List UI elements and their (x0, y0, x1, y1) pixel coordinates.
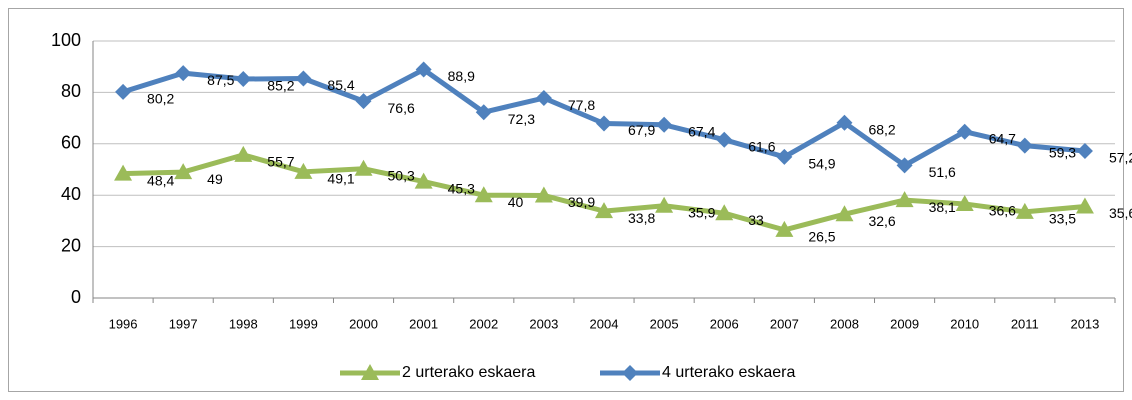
diamond-marker (175, 65, 192, 82)
data-label: 87,5 (207, 72, 234, 88)
triangle-marker (234, 145, 253, 162)
data-label: 68,2 (868, 121, 895, 137)
x-tick-label: 2010 (950, 316, 979, 331)
y-tick-label: 40 (61, 184, 81, 204)
diamond-marker (235, 71, 252, 88)
data-label: 35,6 (1109, 205, 1132, 221)
diamond-marker (535, 90, 552, 107)
diamond-marker (716, 131, 733, 148)
triangle-marker (414, 172, 433, 189)
x-tick-label: 2007 (770, 316, 799, 331)
diamond-marker (956, 123, 973, 140)
data-label: 33,5 (1049, 211, 1076, 227)
x-tick-label: 2004 (590, 316, 619, 331)
diamond-marker (415, 61, 432, 78)
y-tick-label: 100 (51, 30, 81, 50)
data-label: 80,2 (147, 91, 174, 107)
triangle-marker (1075, 197, 1094, 214)
legend-label: 4 urterako eskaera (662, 364, 796, 381)
data-label: 33,8 (628, 210, 655, 226)
data-label: 55,7 (267, 154, 294, 170)
triangle-marker (595, 202, 613, 219)
data-label: 57,2 (1109, 150, 1132, 166)
x-tick-label: 2003 (529, 316, 558, 331)
data-label: 64,7 (989, 130, 1016, 146)
triangle-marker (955, 194, 974, 211)
data-label: 33 (748, 212, 764, 228)
triangle-marker (354, 159, 373, 176)
data-label: 45,3 (448, 180, 475, 196)
diamond-marker (776, 148, 793, 165)
triangle-marker (114, 164, 133, 181)
data-label: 54,9 (808, 156, 835, 172)
triangle-marker (474, 186, 493, 203)
x-tick-label: 2008 (830, 316, 859, 331)
data-label: 38,1 (929, 199, 956, 215)
data-label: 77,8 (568, 97, 595, 113)
triangle-marker (294, 162, 313, 179)
diamond-marker (1076, 142, 1093, 159)
x-tick-label: 2005 (650, 316, 679, 331)
data-label: 26,5 (808, 229, 835, 245)
triangle-marker (835, 205, 854, 222)
x-tick-label: 2000 (349, 316, 378, 331)
data-label: 48,4 (147, 172, 174, 188)
y-tick-label: 80 (61, 81, 81, 101)
data-label: 49,1 (327, 171, 354, 187)
diamond-marker (596, 115, 612, 132)
diamond-marker (115, 83, 132, 100)
diamond-marker (355, 93, 372, 110)
data-label: 59,3 (1049, 144, 1076, 160)
diamond-marker (295, 70, 312, 87)
data-label: 36,6 (989, 203, 1016, 219)
y-tick-label: 60 (61, 133, 81, 153)
y-tick-label: 0 (71, 287, 81, 307)
triangle-marker (655, 196, 674, 213)
triangle-marker (361, 364, 379, 380)
legend-label: 2 urterako eskaera (402, 364, 536, 381)
diamond-marker (836, 114, 853, 131)
x-tick-label: 2011 (1011, 316, 1039, 331)
diamond-marker (1016, 137, 1033, 154)
x-tick-label: 1999 (289, 316, 318, 331)
x-tick-label: 2002 (469, 316, 498, 331)
triangle-marker (895, 191, 914, 208)
x-tick-label: 1996 (109, 316, 138, 331)
data-label: 40 (508, 194, 524, 210)
data-label: 67,4 (688, 123, 715, 139)
x-tick-label: 2009 (890, 316, 919, 331)
data-label: 85,2 (267, 78, 294, 94)
data-label: 51,6 (929, 164, 956, 180)
diamond-marker (622, 365, 638, 381)
triangle-marker (775, 220, 794, 237)
data-label: 67,9 (628, 122, 655, 138)
data-label: 85,4 (327, 77, 354, 93)
triangle-marker (715, 204, 734, 221)
diamond-marker (896, 157, 913, 174)
diamond-marker (656, 116, 673, 133)
triangle-marker (534, 186, 553, 203)
triangle-marker (174, 163, 193, 180)
x-tick-label: 2006 (710, 316, 739, 331)
x-tick-label: 1998 (229, 316, 258, 331)
x-tick-label: 2013 (1070, 316, 1099, 331)
data-label: 50,3 (388, 167, 415, 183)
data-label: 32,6 (868, 213, 895, 229)
data-label: 76,6 (388, 100, 415, 116)
x-tick-label: 2001 (409, 316, 438, 331)
data-label: 88,9 (448, 68, 475, 84)
triangle-marker (1015, 202, 1034, 219)
data-label: 49 (207, 171, 223, 187)
data-label: 61,6 (748, 138, 775, 154)
x-tick-label: 1997 (169, 316, 198, 331)
data-label: 72,3 (508, 111, 535, 127)
y-tick-label: 20 (61, 235, 81, 255)
diamond-marker (475, 104, 492, 121)
data-label: 35,9 (688, 204, 715, 220)
data-label: 39,9 (568, 194, 595, 210)
